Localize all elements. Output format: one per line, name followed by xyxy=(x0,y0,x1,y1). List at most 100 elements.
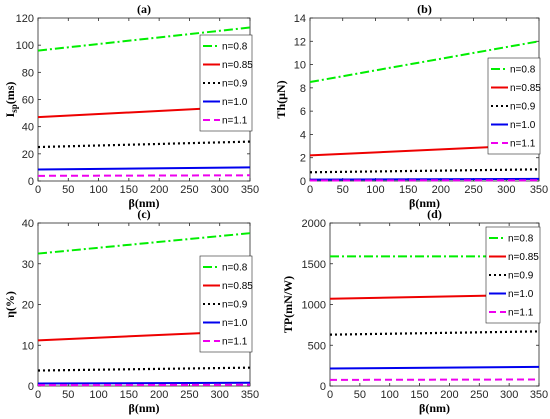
series-line-n=1.0 xyxy=(37,381,251,385)
legend: n=0.8 n=0.85 n=0.9 n=1.0 n=1.1 xyxy=(487,57,541,155)
legend-label: n=0.85 xyxy=(510,83,541,94)
y-tick-label: 1500 xyxy=(302,259,326,271)
x-tick-label: 200 xyxy=(150,389,168,401)
legend-label: n=1.0 xyxy=(510,120,536,131)
y-axis-label: Isp(ms) xyxy=(3,82,19,118)
y-axis-label: η(%) xyxy=(3,291,17,318)
legend-label: n=1.0 xyxy=(222,97,248,108)
chart-panel-3: 0 50 100 150 200 250 300 350 0 10 20 30 40 (c) β(nm) η(… xyxy=(3,207,259,415)
series-line-n=0.9 xyxy=(309,168,540,174)
x-tick-label: 250 xyxy=(180,389,198,401)
y-tick-label: 10 xyxy=(22,340,34,352)
legend-label: n=0.9 xyxy=(222,79,248,90)
legend-label: n=1.0 xyxy=(508,289,534,300)
x-tick-label: 300 xyxy=(211,389,229,401)
legend-label: n=0.8 xyxy=(510,65,536,76)
x-axis-label: β(nm) xyxy=(419,401,450,415)
legend: n=0.8 n=0.85 n=0.9 n=1.0 n=1.1 xyxy=(199,34,253,132)
y-tick-label: 100 xyxy=(16,40,34,52)
x-tick-label: 0 xyxy=(307,184,313,196)
series-line-n=0.8 xyxy=(37,26,251,52)
x-tick-label: 0 xyxy=(35,389,41,401)
legend-label: n=0.9 xyxy=(508,271,534,282)
y-tick-label: 80 xyxy=(22,67,34,79)
x-tick-label: 350 xyxy=(241,389,259,401)
legend-label: n=1.1 xyxy=(510,139,536,150)
x-tick-label: 200 xyxy=(150,184,168,196)
legend-label: n=0.85 xyxy=(508,252,539,263)
x-axis-label: β(nm) xyxy=(129,401,160,415)
y-tick-label: 2 xyxy=(300,153,306,165)
x-tick-label: 350 xyxy=(530,184,548,196)
series-line-n=0.9 xyxy=(37,140,251,149)
x-tick-label: 150 xyxy=(399,184,417,196)
x-tick-label: 200 xyxy=(440,389,458,401)
legend-label: n=0.8 xyxy=(222,263,248,274)
y-tick-label: 12 xyxy=(294,36,306,48)
panel-title: (c) xyxy=(137,207,150,221)
x-tick-label: 150 xyxy=(410,389,428,401)
y-tick-label: 60 xyxy=(22,95,34,107)
legend-label: n=0.85 xyxy=(222,60,253,71)
y-tick-label: 0 xyxy=(320,381,326,393)
x-tick-label: 0 xyxy=(327,389,333,401)
chart-panel-4: 0 50 100 150 200 250 300 350 0 500 1000 1500 2000 (d)… xyxy=(281,207,548,415)
legend-label: n=1.1 xyxy=(222,337,248,348)
x-tick-label: 0 xyxy=(35,184,41,196)
legend: n=0.8 n=0.85 n=0.9 n=1.0 n=1.1 xyxy=(199,255,253,353)
x-tick-label: 300 xyxy=(500,389,518,401)
panel-title: (b) xyxy=(417,2,432,16)
series-line-n=1.1 xyxy=(37,174,251,177)
legend-label: n=0.8 xyxy=(222,42,248,53)
x-tick-label: 300 xyxy=(497,184,515,196)
y-tick-label: 14 xyxy=(294,13,306,25)
x-tick-label: 250 xyxy=(470,389,488,401)
y-tick-label: 0 xyxy=(28,381,34,393)
x-axis-label: β(nm) xyxy=(409,196,440,210)
legend-label: n=1.1 xyxy=(508,308,534,319)
x-tick-label: 250 xyxy=(180,184,198,196)
y-axis-label: Th(μN) xyxy=(274,80,288,118)
y-tick-label: 20 xyxy=(22,149,34,161)
y-tick-label: 10 xyxy=(294,60,306,72)
series-line-n=1.0 xyxy=(329,365,540,370)
legend-label: n=0.9 xyxy=(510,102,536,113)
x-tick-label: 350 xyxy=(241,184,259,196)
series-line-n=0.8 xyxy=(309,40,540,84)
x-tick-label: 250 xyxy=(464,184,482,196)
x-tick-label: 350 xyxy=(530,389,548,401)
series-line-n=1.0 xyxy=(309,177,540,181)
x-tick-label: 200 xyxy=(432,184,450,196)
x-axis-label: β(nm) xyxy=(129,196,160,210)
y-tick-label: 40 xyxy=(22,122,34,134)
panel-title: (a) xyxy=(137,2,151,16)
y-tick-label: 6 xyxy=(300,106,306,118)
x-tick-label: 50 xyxy=(337,184,349,196)
x-tick-label: 300 xyxy=(211,184,229,196)
legend-label: n=0.85 xyxy=(222,281,253,292)
y-tick-label: 4 xyxy=(300,129,306,141)
legend-label: n=1.1 xyxy=(222,116,248,127)
y-tick-label: 8 xyxy=(300,83,306,95)
legend-label: n=0.8 xyxy=(508,234,534,245)
y-tick-label: 0 xyxy=(300,176,306,188)
y-tick-label: 2000 xyxy=(302,218,326,230)
y-tick-label: 40 xyxy=(22,218,34,230)
y-tick-label: 30 xyxy=(22,259,34,271)
y-tick-label: 120 xyxy=(16,13,34,25)
chart-panel-1: 0 50 100 150 200 250 300 350 0 20 40 60 80 100 120 (a) β… xyxy=(3,2,259,210)
x-tick-label: 100 xyxy=(366,184,384,196)
x-tick-label: 100 xyxy=(89,184,107,196)
x-tick-label: 50 xyxy=(354,389,366,401)
chart-panel-2: 0 50 100 150 200 250 300 350 0 2 4 6 8 10 12 14 (b) β(nm)… xyxy=(274,2,548,210)
x-tick-label: 50 xyxy=(62,389,74,401)
x-tick-label: 100 xyxy=(89,389,107,401)
series-line-n=0.9 xyxy=(37,366,251,372)
y-tick-label: 500 xyxy=(308,340,326,352)
x-tick-label: 100 xyxy=(381,389,399,401)
y-axis-label: TP(mN/W) xyxy=(281,276,295,333)
legend-label: n=1.0 xyxy=(222,318,248,329)
series-line-n=1.0 xyxy=(37,166,251,171)
x-tick-label: 50 xyxy=(62,184,74,196)
